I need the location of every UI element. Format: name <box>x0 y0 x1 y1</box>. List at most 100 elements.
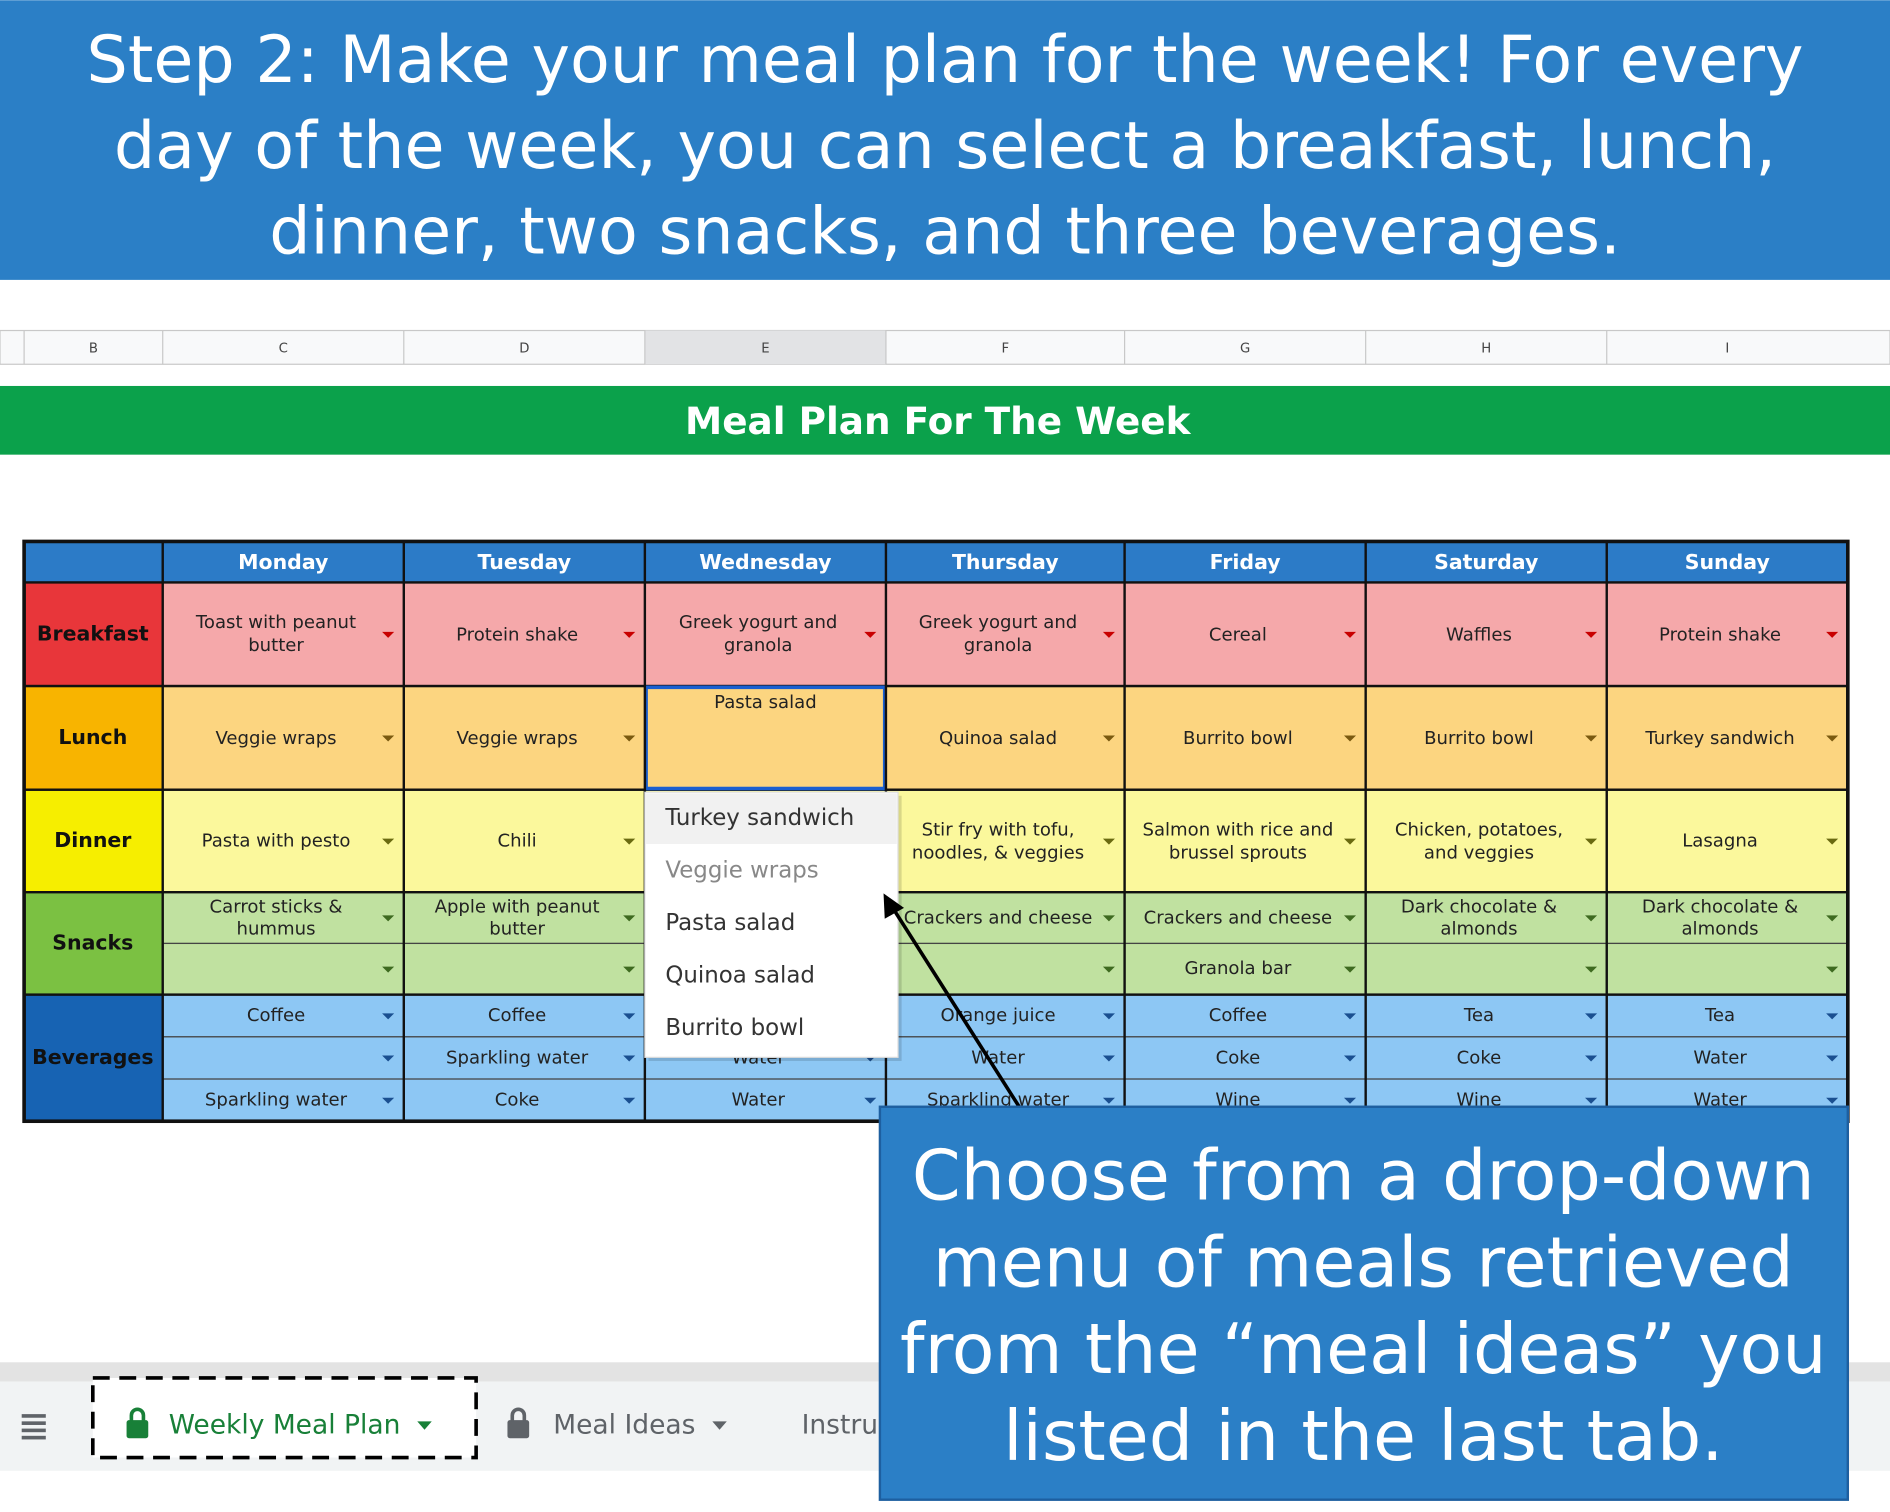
meal-cell[interactable] <box>403 581 646 687</box>
meal-cell[interactable] <box>1606 942 1849 996</box>
meal-cell[interactable] <box>1365 581 1608 687</box>
meal-cell[interactable] <box>1606 1036 1849 1080</box>
day-header-row <box>24 541 1848 583</box>
meal-cell[interactable] <box>885 685 1126 791</box>
meal-text: Turkey sandwich <box>1645 726 1795 749</box>
dropdown-arrow[interactable] <box>1585 1097 1598 1104</box>
meal-cell[interactable] <box>644 1078 887 1122</box>
dropdown-arrow[interactable] <box>1102 838 1115 845</box>
meal-cell[interactable] <box>162 994 405 1038</box>
meal-text: Apple with peanut butter <box>434 895 600 940</box>
dropdown-arrow[interactable] <box>864 1097 877 1104</box>
meal-cell[interactable] <box>885 891 1126 945</box>
dropdown-arrow[interactable] <box>1585 735 1598 742</box>
dropdown-arrow[interactable] <box>382 966 395 973</box>
dropdown-arrow[interactable] <box>1343 1097 1357 1104</box>
dropdown-arrow[interactable] <box>382 1055 395 1062</box>
meal-cell[interactable] <box>1365 942 1608 996</box>
dropdown-arrow[interactable] <box>623 631 636 638</box>
meal-cell[interactable] <box>644 581 887 687</box>
meal-cell[interactable] <box>403 1078 646 1122</box>
meal-cell[interactable] <box>885 789 1126 893</box>
tab-caret[interactable] <box>417 1421 432 1430</box>
meal-cell[interactable] <box>403 685 646 791</box>
meal-cell[interactable] <box>403 891 646 945</box>
row-label: Breakfast <box>37 621 149 645</box>
dropdown-arrow[interactable] <box>1585 915 1598 922</box>
dropdown-arrow[interactable] <box>1585 631 1598 638</box>
dropdown-arrow[interactable] <box>1585 1013 1598 1020</box>
dropdown-arrow[interactable] <box>623 838 636 845</box>
meal-cell[interactable] <box>1606 789 1849 893</box>
dropdown-arrow[interactable] <box>623 1055 636 1062</box>
dropdown-arrow[interactable] <box>623 966 636 973</box>
meal-cell[interactable] <box>1123 789 1367 893</box>
dropdown-item[interactable]: Pasta salad <box>665 910 795 936</box>
dropdown-arrow[interactable] <box>1826 1097 1839 1104</box>
dropdown-arrow[interactable] <box>623 735 636 742</box>
sheet-tab[interactable]: Meal Ideas <box>553 1410 695 1441</box>
dropdown-arrow[interactable] <box>382 915 395 922</box>
dropdown-arrow[interactable] <box>1343 735 1357 742</box>
meal-text: Cereal <box>1208 622 1267 645</box>
dropdown-arrow[interactable] <box>1102 1055 1115 1062</box>
meal-text: Greek yogurt and granola <box>918 611 1078 656</box>
dropdown-arrow[interactable] <box>382 1097 395 1104</box>
meal-cell[interactable] <box>1123 994 1367 1038</box>
dropdown-arrow[interactable] <box>382 1013 395 1020</box>
menu-icon[interactable] <box>21 1414 46 1440</box>
dropdown-arrow[interactable] <box>1826 631 1839 638</box>
dropdown-arrow[interactable] <box>1343 966 1357 973</box>
dropdown-arrow[interactable] <box>1102 735 1115 742</box>
dropdown-arrow[interactable] <box>1585 1055 1598 1062</box>
meal-cell[interactable] <box>1123 581 1367 687</box>
dropdown-arrow[interactable] <box>1826 1013 1839 1020</box>
meal-cell[interactable] <box>1365 685 1608 791</box>
meal-cell[interactable] <box>162 942 405 996</box>
meal-text: Wine <box>1215 1088 1261 1111</box>
dropdown-arrow[interactable] <box>382 838 395 845</box>
dropdown-arrow[interactable] <box>623 1013 636 1020</box>
dropdown-arrow[interactable] <box>1102 966 1115 973</box>
meal-cell[interactable] <box>1123 685 1367 791</box>
dropdown-arrow[interactable] <box>623 1097 636 1104</box>
tab-caret[interactable] <box>712 1421 727 1430</box>
dropdown-arrow[interactable] <box>1585 966 1598 973</box>
day-header: Saturday <box>1434 550 1538 574</box>
meal-cell[interactable] <box>162 685 405 791</box>
dropdown-arrow[interactable] <box>1102 915 1115 922</box>
sheet-tab[interactable]: Weekly Meal Plan <box>169 1410 401 1441</box>
dropdown-arrow[interactable] <box>1826 735 1839 742</box>
dropdown-item[interactable]: Turkey sandwich <box>664 805 854 831</box>
meal-cell[interactable] <box>1606 581 1849 687</box>
dropdown-arrow[interactable] <box>1102 631 1115 638</box>
dropdown-item[interactable]: Burrito bowl <box>665 1015 804 1041</box>
cell-text: Crackers and cheese <box>1144 907 1333 929</box>
dropdown-arrow[interactable] <box>382 631 395 638</box>
dropdown-arrow[interactable] <box>623 915 636 922</box>
dropdown-arrow[interactable] <box>864 631 877 638</box>
dropdown-arrow[interactable] <box>1826 915 1839 922</box>
dropdown-arrow[interactable] <box>1102 1097 1115 1104</box>
dropdown-arrow[interactable] <box>1343 915 1357 922</box>
dropdown-arrow[interactable] <box>382 735 395 742</box>
dropdown-arrow[interactable] <box>1343 838 1357 845</box>
dropdown-item[interactable]: Quinoa salad <box>665 962 815 988</box>
dropdown-arrow[interactable] <box>1826 1055 1839 1062</box>
meal-cell[interactable] <box>162 1036 405 1080</box>
dropdown-arrow[interactable] <box>1102 1013 1115 1020</box>
dropdown-item[interactable]: Veggie wraps <box>665 858 818 884</box>
meal-cell[interactable] <box>1606 994 1849 1038</box>
meal-cell[interactable] <box>162 789 405 893</box>
meal-cell[interactable] <box>885 1036 1126 1080</box>
meal-cell[interactable] <box>403 942 646 996</box>
dropdown-arrow[interactable] <box>1343 1055 1357 1062</box>
meal-cell[interactable] <box>1365 891 1608 945</box>
dropdown-arrow[interactable] <box>1826 838 1839 845</box>
row-label: Lunch <box>58 725 127 749</box>
row-label: Beverages <box>32 1045 153 1069</box>
dropdown-arrow[interactable] <box>1826 966 1839 973</box>
dropdown-arrow[interactable] <box>1343 631 1357 638</box>
dropdown-arrow[interactable] <box>1585 838 1598 845</box>
dropdown-arrow[interactable] <box>1343 1013 1357 1020</box>
